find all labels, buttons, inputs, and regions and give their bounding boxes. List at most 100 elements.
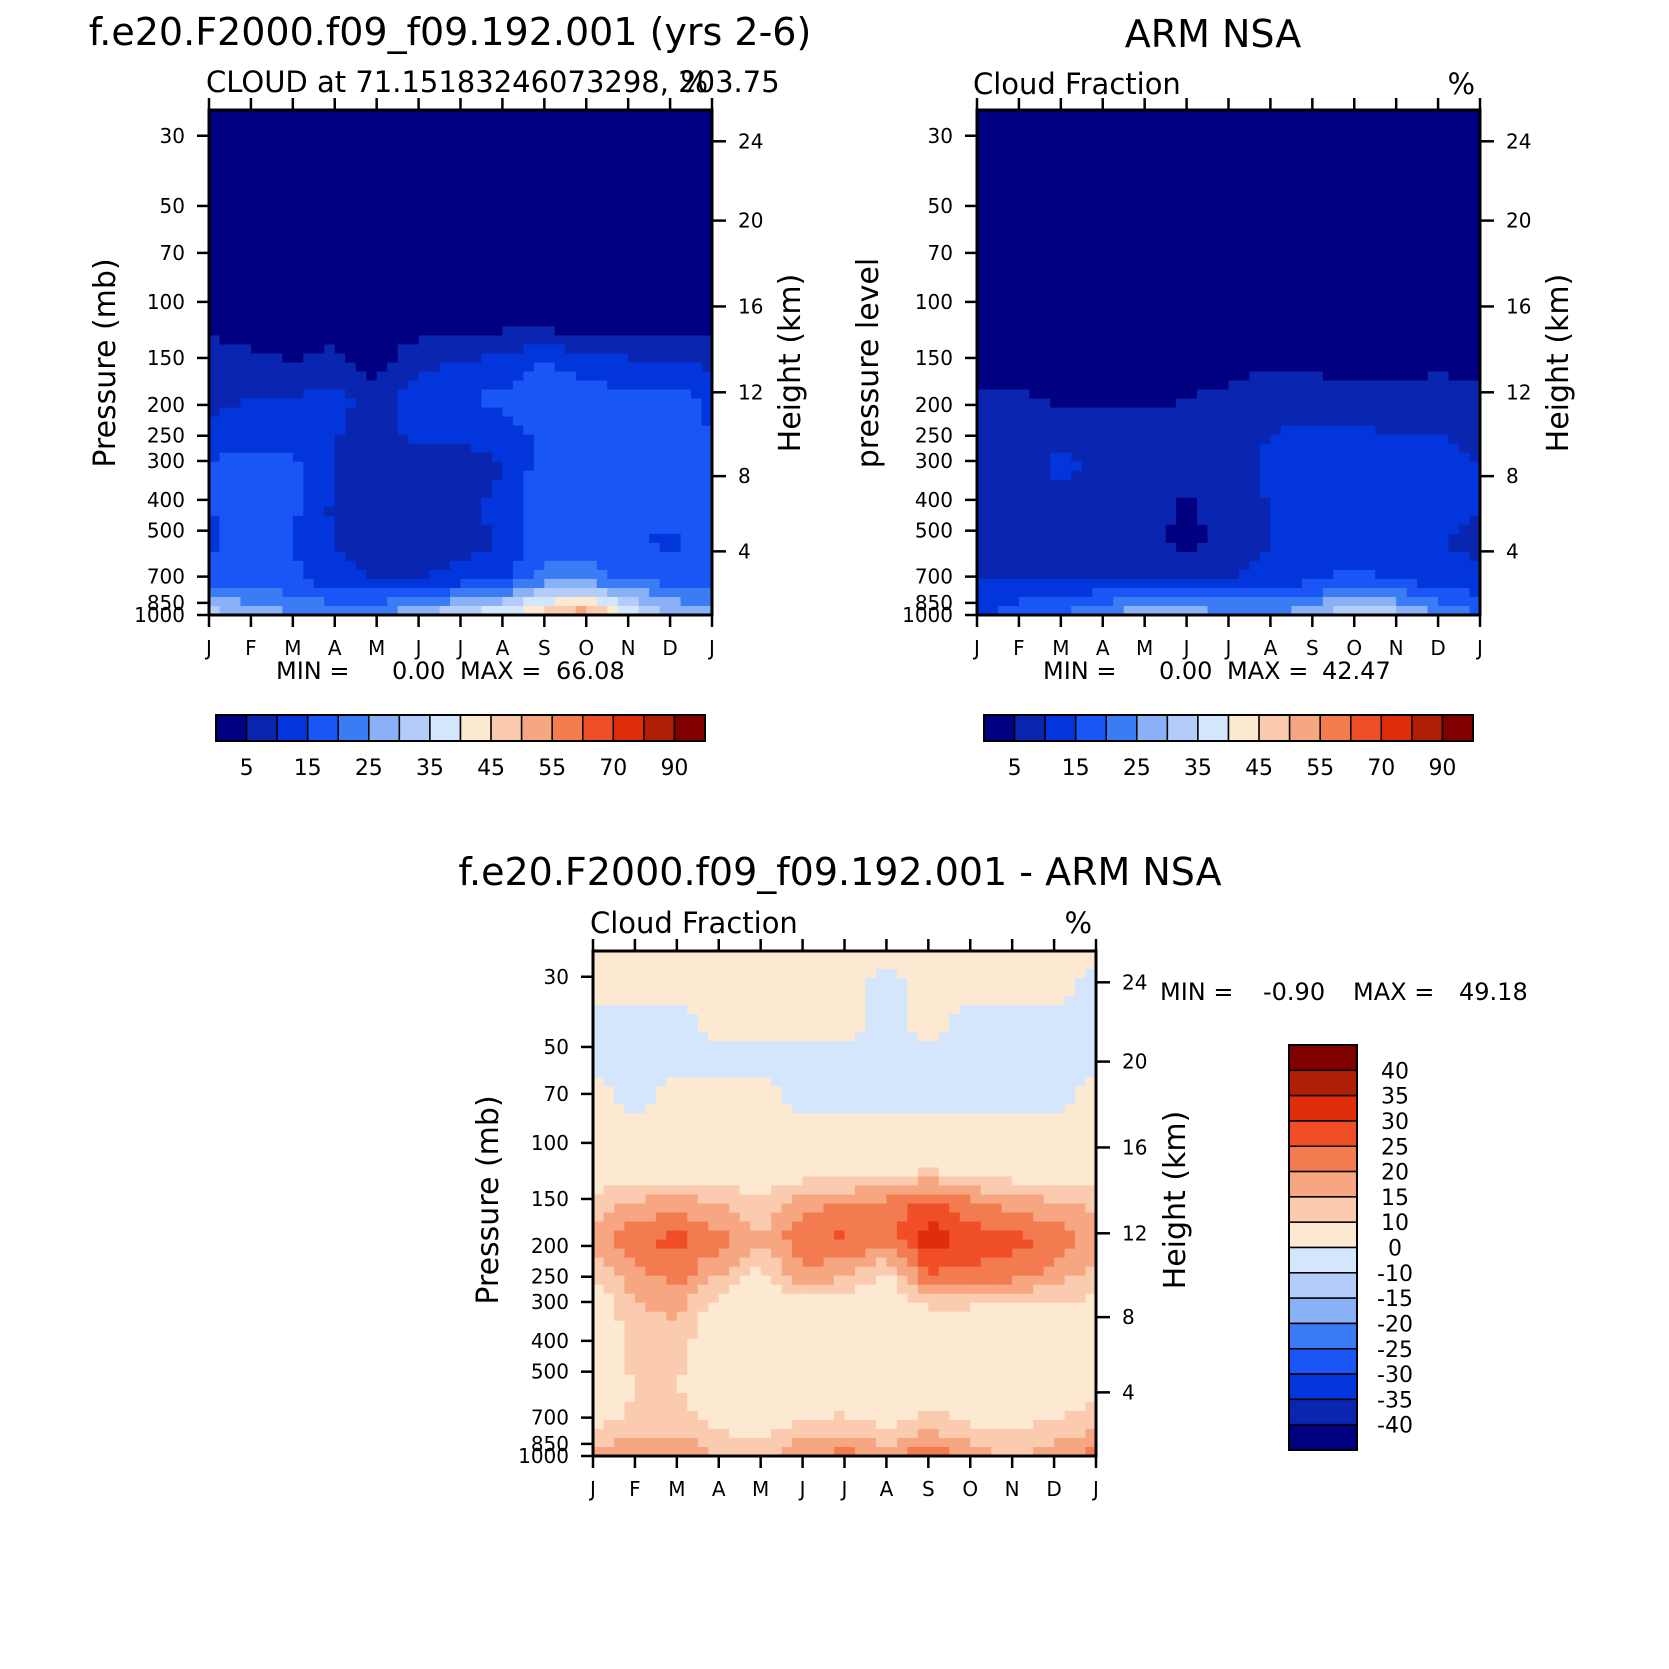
obs-cell (1176, 344, 1188, 355)
obs-cell (1176, 200, 1188, 210)
obs-cell (1438, 218, 1450, 228)
obs-cell (1039, 164, 1051, 174)
model-cell (209, 389, 221, 400)
obs-cell (1333, 209, 1345, 219)
model-cell (387, 173, 399, 183)
obs-cell (1438, 506, 1450, 517)
obs-cell (1270, 218, 1282, 228)
obs-cell (1197, 326, 1209, 337)
model-cell (470, 344, 483, 355)
obs-cell (987, 335, 999, 346)
model-cell (607, 218, 619, 228)
model-cell (345, 425, 357, 436)
model-cell (628, 173, 640, 183)
model-cell (649, 434, 661, 445)
obs-cell (1469, 236, 1481, 246)
obs-cell (1039, 290, 1051, 300)
model-cell (628, 146, 640, 156)
obs-cell (1081, 416, 1093, 427)
obs-cell (977, 326, 989, 337)
model-cell (638, 380, 650, 391)
obs-cell (1144, 434, 1156, 445)
model-cell (628, 299, 640, 309)
model-cell (397, 497, 409, 508)
model-cell (470, 200, 483, 210)
obs-cell (1249, 515, 1261, 526)
model-cell (250, 587, 262, 598)
obs-cell (1396, 326, 1408, 337)
model-cell (575, 389, 587, 400)
obs-cell (1280, 164, 1292, 174)
obs-cell (1364, 218, 1376, 228)
model-cell (229, 344, 242, 355)
obs-cell (1396, 461, 1408, 472)
model-cell (649, 596, 661, 607)
model-cell (596, 362, 608, 373)
model-cell (512, 110, 524, 120)
model-cell (261, 218, 273, 228)
obs-cell (1375, 164, 1387, 174)
obs-cell (1186, 506, 1198, 517)
obs-cell (1165, 506, 1177, 517)
model-cell (481, 128, 493, 138)
model-cell (408, 515, 420, 526)
model-cell (209, 218, 221, 228)
obs-cell (1123, 479, 1135, 490)
obs-cell (1448, 488, 1460, 499)
model-cell (544, 290, 556, 300)
model-cell (544, 173, 556, 183)
obs-cell (1060, 344, 1072, 355)
obs-cell (1092, 191, 1104, 201)
obs-cell (1144, 425, 1156, 436)
model-cell (575, 254, 587, 264)
model-cell (607, 497, 619, 508)
obs-cell (1364, 389, 1376, 400)
model-cell (491, 362, 504, 373)
obs-cell (1155, 488, 1167, 499)
obs-cell (1207, 281, 1219, 291)
panel-obs-subtitle: Cloud Fraction (973, 67, 1181, 101)
model-cell (429, 146, 441, 156)
model-cell (617, 524, 629, 535)
obs-cell (1249, 245, 1261, 255)
model-cell (649, 164, 661, 174)
model-cell (544, 155, 556, 165)
model-cell (229, 506, 242, 517)
model-cell (450, 155, 462, 165)
model-cell (324, 281, 336, 291)
model-cell (596, 407, 608, 418)
obs-cell (1165, 416, 1177, 427)
obs-cell (1018, 281, 1030, 291)
model-cell (628, 263, 640, 273)
obs-cell (1427, 182, 1439, 192)
model-cell (366, 200, 378, 210)
obs-cell (1385, 479, 1397, 490)
model-cell (450, 128, 462, 138)
obs-cell (1270, 425, 1282, 436)
obs-cell (1417, 236, 1429, 246)
model-cell (387, 290, 399, 300)
obs-cell (1406, 137, 1418, 147)
obs-cell (1165, 335, 1177, 346)
model-cell (575, 506, 587, 517)
model-cell (334, 263, 346, 273)
obs-cell (1291, 119, 1303, 129)
model-cell (313, 488, 325, 499)
model-cell (229, 605, 242, 616)
obs-cell (1050, 299, 1062, 309)
obs-cell (1039, 317, 1051, 328)
model-cell (324, 434, 336, 445)
model-cell (512, 200, 524, 210)
obs-cell (1102, 380, 1114, 391)
obs-cell (1197, 380, 1209, 391)
obs-cell (1343, 146, 1355, 156)
model-cell (282, 308, 294, 319)
model-cell (313, 389, 325, 400)
obs-cell (1385, 173, 1397, 183)
obs-cell (1144, 245, 1156, 255)
obs-cell (1092, 461, 1104, 472)
obs-cell (1385, 164, 1397, 174)
obs-cell (1448, 245, 1460, 255)
model-cell (219, 182, 231, 192)
model-cell (701, 290, 713, 300)
